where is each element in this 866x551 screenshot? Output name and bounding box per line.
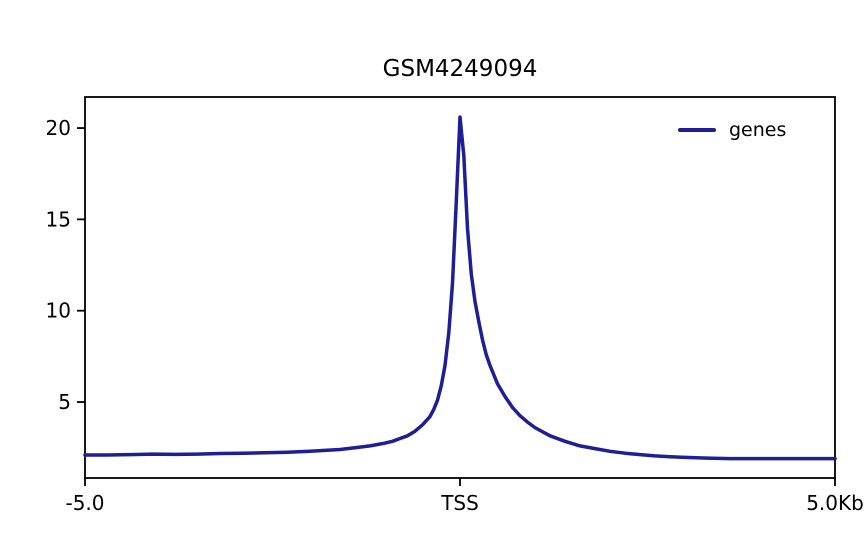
legend-line-swatch [678,128,716,132]
svg-text:15: 15 [46,207,71,231]
svg-text:5.0Kb: 5.0Kb [806,491,864,515]
svg-text:5: 5 [58,390,71,414]
svg-text:20: 20 [46,116,71,140]
svg-text:TSS: TSS [440,491,479,515]
legend: genes [678,119,786,141]
svg-text:-5.0: -5.0 [65,491,104,515]
legend-label: genes [729,119,787,141]
chart-title: GSM4249094 [382,56,538,82]
svg-text:10: 10 [46,299,71,323]
